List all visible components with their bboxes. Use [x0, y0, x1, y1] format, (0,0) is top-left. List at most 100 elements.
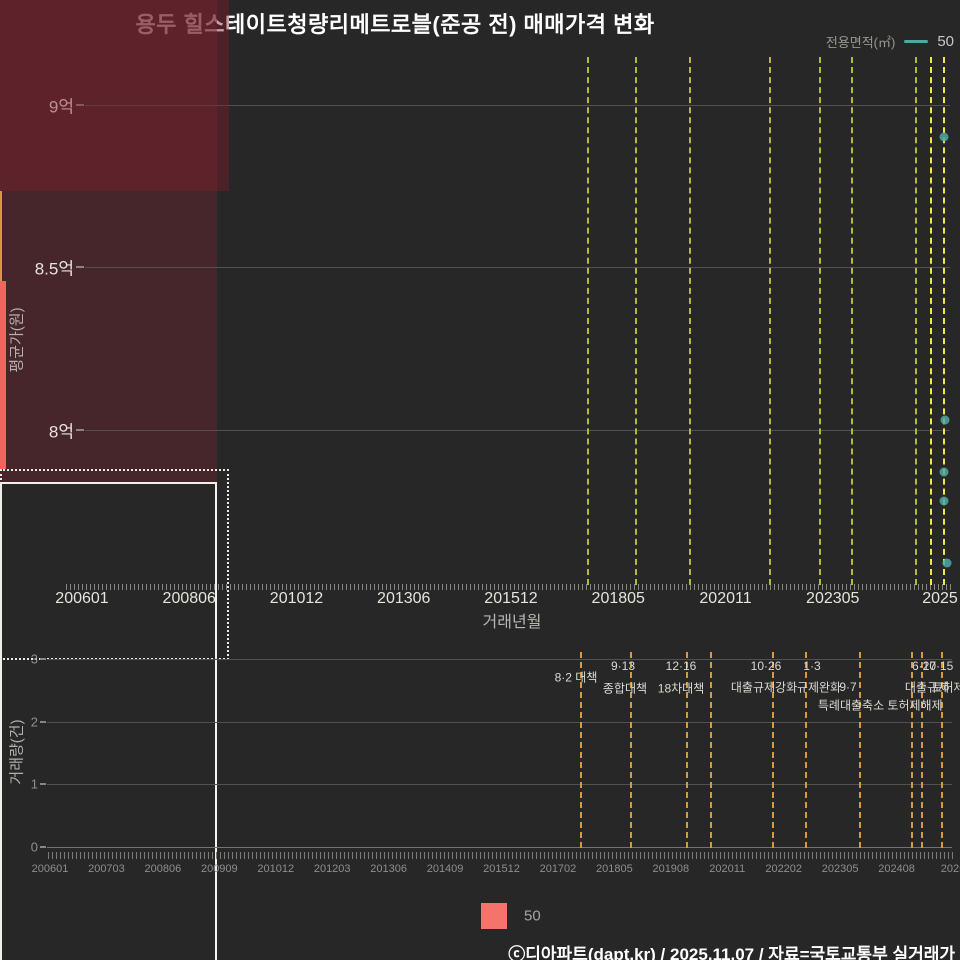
- policy-annotation: 6·27: [911, 659, 937, 673]
- price-gridline: [85, 267, 950, 268]
- policy-annotation: 8·2 대책: [554, 670, 598, 685]
- volume-y-tick-label: 2: [30, 714, 38, 730]
- policy-annotation: 종합대책: [602, 681, 648, 696]
- volume-selection-region[interactable]: [0, 0, 229, 191]
- volume-gridline: [47, 784, 952, 785]
- price-y-tick: [76, 266, 84, 268]
- policy-annotation: 대출규제: [904, 680, 950, 695]
- price-selection-border[interactable]: [0, 482, 217, 960]
- legend-line-swatch-icon: [904, 40, 929, 43]
- volume-x-tick-label: 200703: [88, 863, 125, 875]
- volume-x-tick-label: 202408: [878, 863, 915, 875]
- price-data-point[interactable]: [940, 415, 950, 425]
- price-gridline: [85, 105, 950, 106]
- policy-annotation: 9·13: [610, 659, 636, 673]
- volume-x-tick-label: 201306: [370, 863, 407, 875]
- policy-annotation: 18차대책: [657, 681, 705, 696]
- volume-x-tick-label: 200601: [31, 863, 69, 875]
- policy-event-line: [930, 57, 932, 585]
- policy-axis-tick: [0, 245, 2, 254]
- price-x-tick-label: 2025: [922, 590, 958, 607]
- policy-event-line: [859, 652, 861, 848]
- volume-y-tick-label: 0: [30, 839, 38, 855]
- policy-event-line: [580, 652, 582, 848]
- policy-axis-tick: [0, 218, 2, 227]
- policy-event-line: [587, 57, 589, 585]
- volume-x-tick-label: 200909: [200, 863, 238, 875]
- volume-x-tick-label: 201805: [596, 863, 633, 875]
- page-title: 용두 힐스테이트청량리메트로블(준공 전) 매매가격 변화: [135, 12, 655, 37]
- price-data-point[interactable]: [939, 496, 949, 506]
- price-selection-region[interactable]: [0, 0, 217, 482]
- legend-area-label: 전용면적(㎡): [825, 35, 896, 50]
- volume-bar[interactable]: [0, 281, 6, 470]
- price-y-tick: [76, 104, 84, 106]
- policy-axis-tick: [0, 254, 2, 263]
- price-gridline: [85, 430, 950, 431]
- policy-axis-tick: [0, 200, 2, 209]
- footer-credit: ⓒ디아파트(dapt.kr) / 2025.11.07 / 자료=국토교통부 실…: [508, 945, 955, 960]
- volume-x-tick-label: 202305: [821, 863, 859, 875]
- volume-y-tick-label: 3: [30, 651, 38, 667]
- legend-bar-value: 50: [524, 907, 541, 925]
- policy-annotation: 1·3: [803, 659, 821, 673]
- policy-event-line: [686, 652, 688, 848]
- price-x-tick-label: 201012: [269, 590, 324, 607]
- volume-x-axis-ticks: [48, 852, 956, 859]
- policy-event-line: [689, 57, 691, 585]
- policy-event-line: [772, 652, 774, 848]
- policy-axis-tick: [0, 236, 2, 245]
- policy-annotation: 10·26: [750, 659, 782, 673]
- price-x-tick-label: 201306: [377, 590, 431, 607]
- price-x-tick-label: 201512: [484, 590, 538, 607]
- policy-axis-tick: [0, 209, 2, 218]
- price-data-point[interactable]: [939, 132, 949, 142]
- policy-axis-tick: [0, 272, 2, 281]
- volume-y-tick: [40, 721, 46, 723]
- volume-x-tick-label: 201409: [426, 863, 464, 875]
- policy-event-line: [630, 652, 632, 848]
- policy-annotation: 규제완화: [796, 680, 842, 695]
- price-x-tick-label: 201805: [591, 590, 645, 607]
- volume-y-tick: [40, 658, 46, 660]
- legend-bar-swatch-icon[interactable]: [481, 903, 507, 929]
- policy-event-line: [819, 57, 821, 585]
- policy-event-line: [911, 652, 913, 848]
- policy-annotation: 10·15: [922, 659, 954, 673]
- price-data-point[interactable]: [939, 467, 949, 477]
- policy-event-line: [710, 652, 712, 848]
- volume-x-tick-label: 201908: [652, 863, 690, 875]
- volume-x-tick-label: 201012: [257, 863, 295, 875]
- policy-annotation: 특례대출축소: [817, 698, 885, 713]
- volume-x-tick-label: 202202: [765, 863, 803, 875]
- policy-axis-tick: [0, 227, 2, 236]
- price-data-point[interactable]: [942, 558, 952, 568]
- volume-gridline: [47, 847, 952, 848]
- legend-top[interactable]: 전용면적(㎡) 50: [826, 32, 954, 51]
- volume-selection-border[interactable]: [0, 469, 229, 661]
- policy-event-line: [941, 652, 943, 848]
- volume-gridline: [47, 659, 952, 660]
- policy-annotation: 대출규제강화: [730, 680, 798, 695]
- volume-gridline: [47, 722, 952, 723]
- volume-y-tick: [40, 783, 46, 785]
- volume-y-tick: [40, 846, 46, 848]
- price-y-tick-label: 8억: [48, 422, 74, 442]
- policy-event-line: [915, 57, 917, 585]
- volume-x-tick-label: 201512: [483, 863, 520, 875]
- policy-event-line: [769, 57, 771, 585]
- policy-axis-tick: [0, 191, 2, 200]
- price-y-tick-label: 9억: [48, 97, 74, 117]
- policy-annotation: 토허제해제: [887, 698, 943, 713]
- policy-annotation: 9·7: [839, 680, 857, 694]
- price-x-axis-title: 거래년월: [482, 614, 542, 631]
- volume-x-tick-label: 201702: [539, 863, 577, 875]
- volume-x-tick-label: 200806: [144, 863, 182, 875]
- price-x-tick-label: 200601: [55, 590, 109, 607]
- policy-event-line: [805, 652, 807, 848]
- policy-axis-tick: [0, 263, 2, 272]
- volume-x-tick-label: 2025: [940, 863, 960, 875]
